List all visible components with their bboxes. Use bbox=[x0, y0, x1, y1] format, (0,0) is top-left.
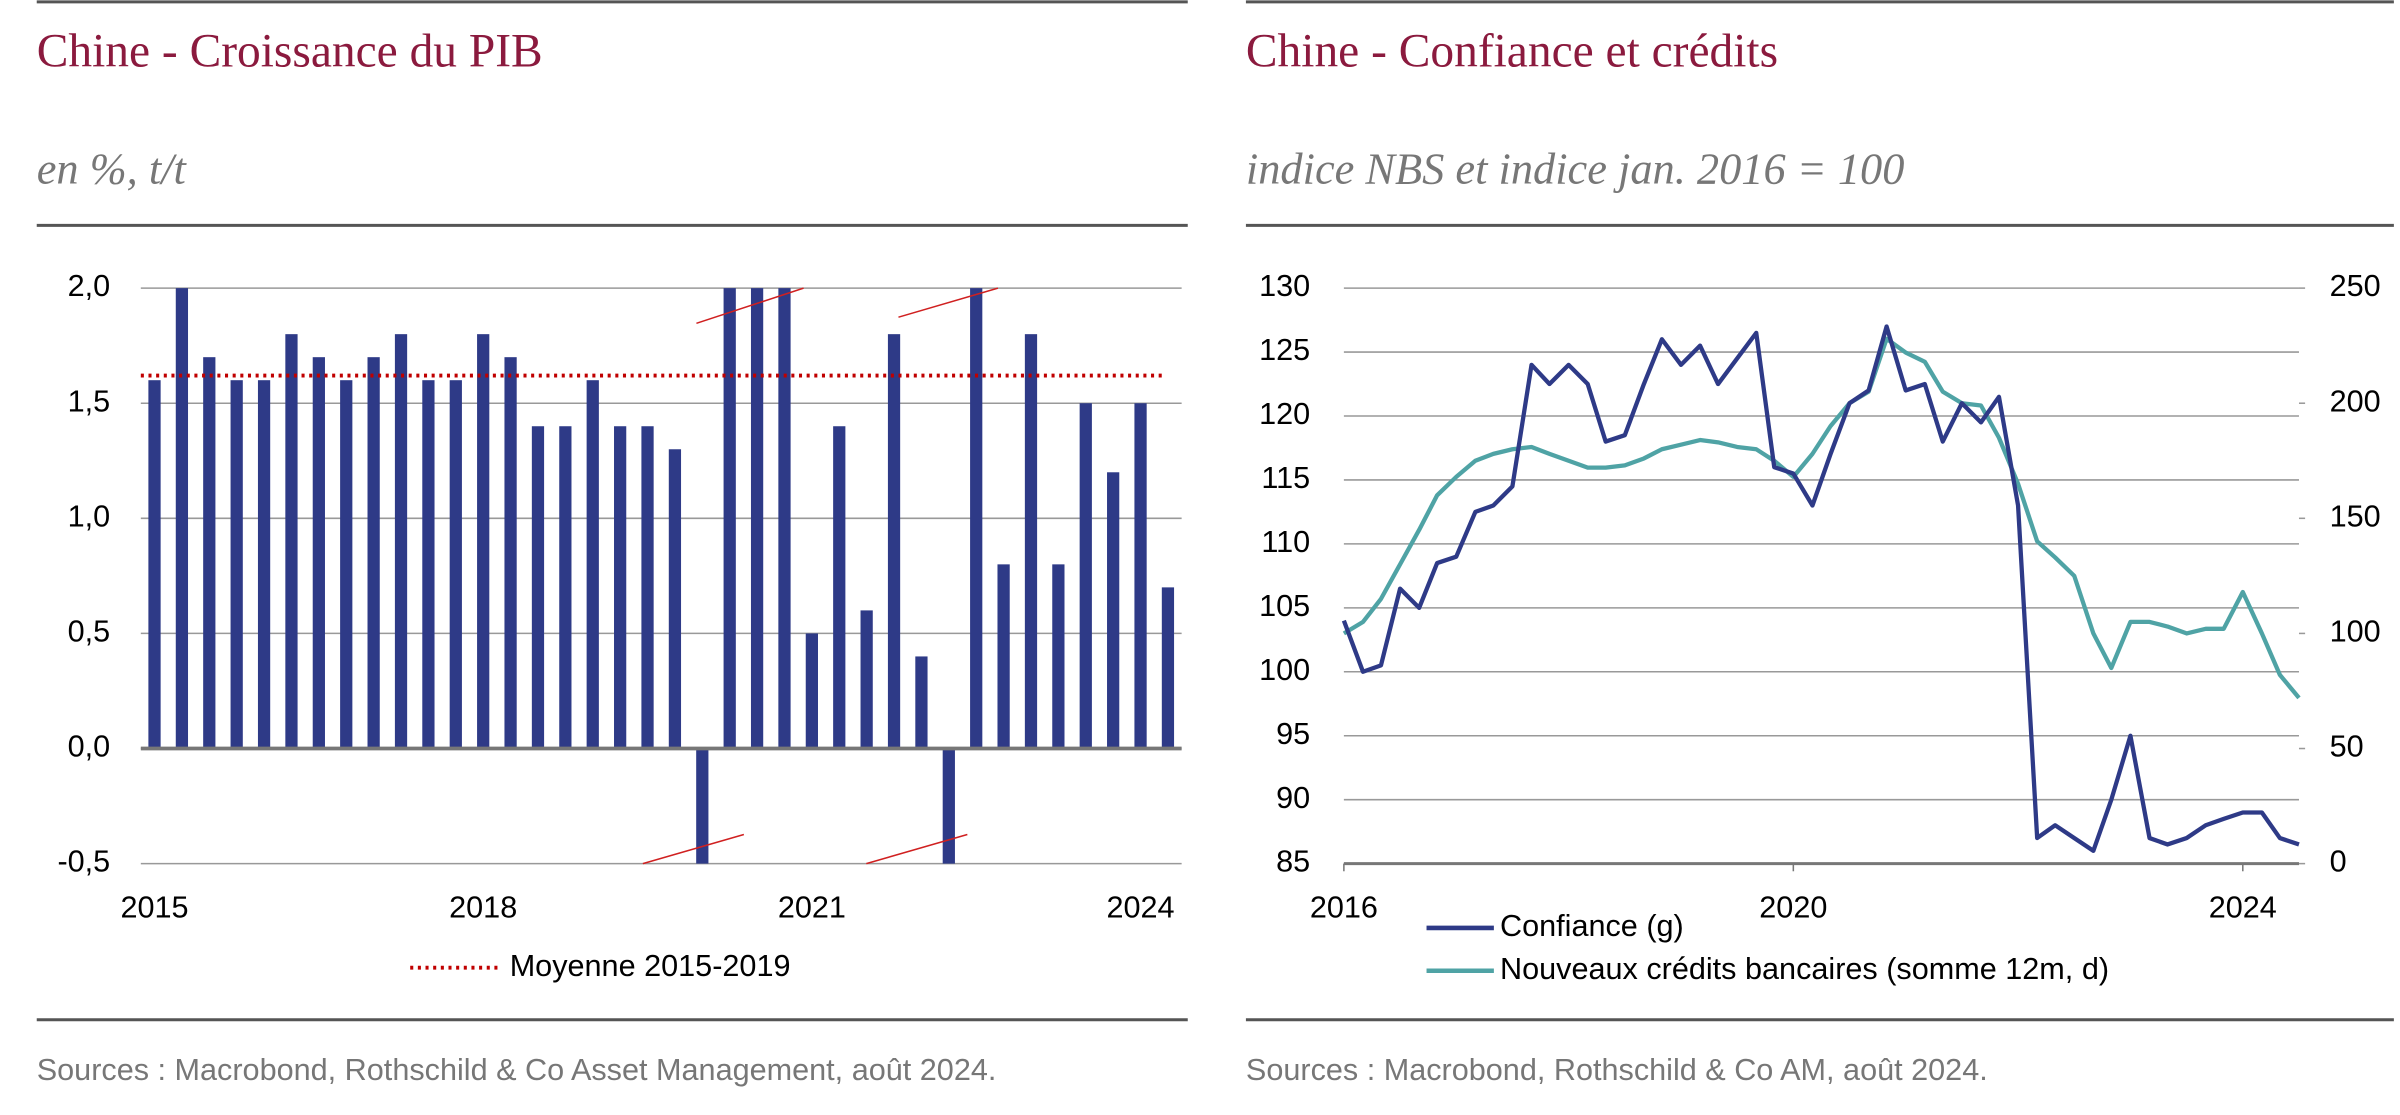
bar bbox=[860, 610, 873, 749]
x-tick-label: 2024 bbox=[2209, 891, 2277, 925]
x-tick-label: 2015 bbox=[120, 891, 188, 925]
y2-tick-label: 100 bbox=[2330, 615, 2381, 649]
bar bbox=[257, 380, 271, 749]
chart-title: Chine - Confiance et crédits bbox=[1246, 25, 1778, 77]
bar bbox=[312, 357, 325, 749]
line-series bbox=[1341, 324, 2300, 853]
bar bbox=[367, 357, 380, 749]
bar bbox=[1161, 587, 1175, 749]
bar bbox=[285, 334, 298, 749]
legend-label: Moyenne 2015-2019 bbox=[510, 949, 791, 983]
y-tick-label: 95 bbox=[1276, 717, 1310, 751]
bar bbox=[1024, 334, 1038, 749]
bar bbox=[504, 357, 517, 749]
x-tick-label: 2018 bbox=[449, 891, 517, 925]
bar bbox=[723, 288, 736, 749]
y-tick-label: 130 bbox=[1259, 269, 1310, 303]
legend-label: Confiance (g) bbox=[1500, 909, 1684, 943]
plots: -0,5 0,0 0,5 1,0 1,5 2,0 2015 2018 2021 2024 Moyen… bbox=[57, 269, 2380, 986]
y-tick-label: 0,5 bbox=[68, 615, 111, 649]
bar bbox=[614, 426, 627, 749]
x-tick-label: 2020 bbox=[1759, 891, 1827, 925]
bar bbox=[887, 334, 901, 749]
y-tick-label: 115 bbox=[1261, 461, 1310, 495]
chart-subtitle: indice NBS et indice jan. 2016 = 100 bbox=[1246, 144, 1904, 194]
bar bbox=[559, 426, 572, 749]
axis-breaks bbox=[642, 287, 999, 865]
bar bbox=[915, 656, 928, 749]
bar bbox=[1079, 403, 1092, 749]
x-tick-label: 2024 bbox=[1106, 891, 1174, 925]
axis-break bbox=[642, 833, 745, 865]
bar bbox=[833, 426, 846, 749]
y-tick-label: 1,5 bbox=[68, 384, 111, 418]
bar bbox=[586, 380, 599, 749]
chart-title: Chine - Croissance du PIB bbox=[37, 25, 543, 77]
source: Sources : Macrobond, Rothschild & Co Ass… bbox=[37, 1053, 997, 1087]
bar bbox=[175, 288, 189, 749]
legend-label: Nouveaux crédits bancaires (somme 12m, d… bbox=[1500, 952, 2109, 986]
bar bbox=[805, 633, 818, 749]
bar bbox=[668, 449, 682, 749]
bar bbox=[970, 288, 983, 749]
line-series bbox=[1342, 336, 2301, 700]
y-tick-label: 2,0 bbox=[68, 269, 111, 303]
bar bbox=[449, 380, 462, 749]
bar bbox=[148, 380, 161, 749]
source: Sources : Macrobond, Rothschild & Co AM,… bbox=[1246, 1053, 1988, 1087]
y-tick-label: 120 bbox=[1259, 397, 1310, 431]
bar bbox=[750, 288, 764, 749]
bar bbox=[531, 426, 545, 749]
bar bbox=[1052, 564, 1065, 749]
bar bbox=[477, 334, 490, 749]
bar bbox=[696, 748, 709, 864]
axis-break bbox=[866, 833, 968, 865]
y-tick-label: 90 bbox=[1276, 781, 1310, 815]
axis-break bbox=[696, 287, 804, 325]
y-tick-label: 100 bbox=[1259, 653, 1310, 687]
bar bbox=[203, 357, 216, 749]
bar bbox=[778, 288, 791, 749]
y-tick-label: -0,5 bbox=[57, 845, 110, 879]
y-tick-label: 125 bbox=[1259, 333, 1310, 367]
bar bbox=[942, 748, 955, 864]
bar bbox=[641, 426, 654, 749]
y-tick-label: 0,0 bbox=[68, 730, 111, 764]
x-tick-label: 2016 bbox=[1310, 891, 1378, 925]
y2-tick-label: 200 bbox=[2330, 384, 2381, 418]
y2-tick-label: 150 bbox=[2330, 499, 2381, 533]
bar bbox=[1134, 403, 1147, 749]
y2-tick-label: 250 bbox=[2330, 269, 2381, 303]
x-tick-label: 2021 bbox=[778, 891, 846, 925]
y2-tick-label: 50 bbox=[2330, 730, 2364, 764]
bar bbox=[1107, 472, 1120, 749]
bar bbox=[422, 380, 435, 749]
y-tick-label: 1,0 bbox=[68, 499, 111, 533]
y-tick-label: 105 bbox=[1259, 589, 1310, 623]
y-tick-label: 85 bbox=[1276, 845, 1310, 879]
bar bbox=[340, 380, 353, 749]
bar bbox=[997, 564, 1010, 749]
bar bbox=[394, 334, 408, 749]
chart-subtitle: en %, t/t bbox=[37, 144, 188, 194]
y2-tick-label: 0 bbox=[2330, 845, 2347, 879]
axis-break bbox=[898, 287, 999, 318]
y-tick-label: 110 bbox=[1261, 525, 1310, 559]
bar bbox=[230, 380, 243, 749]
